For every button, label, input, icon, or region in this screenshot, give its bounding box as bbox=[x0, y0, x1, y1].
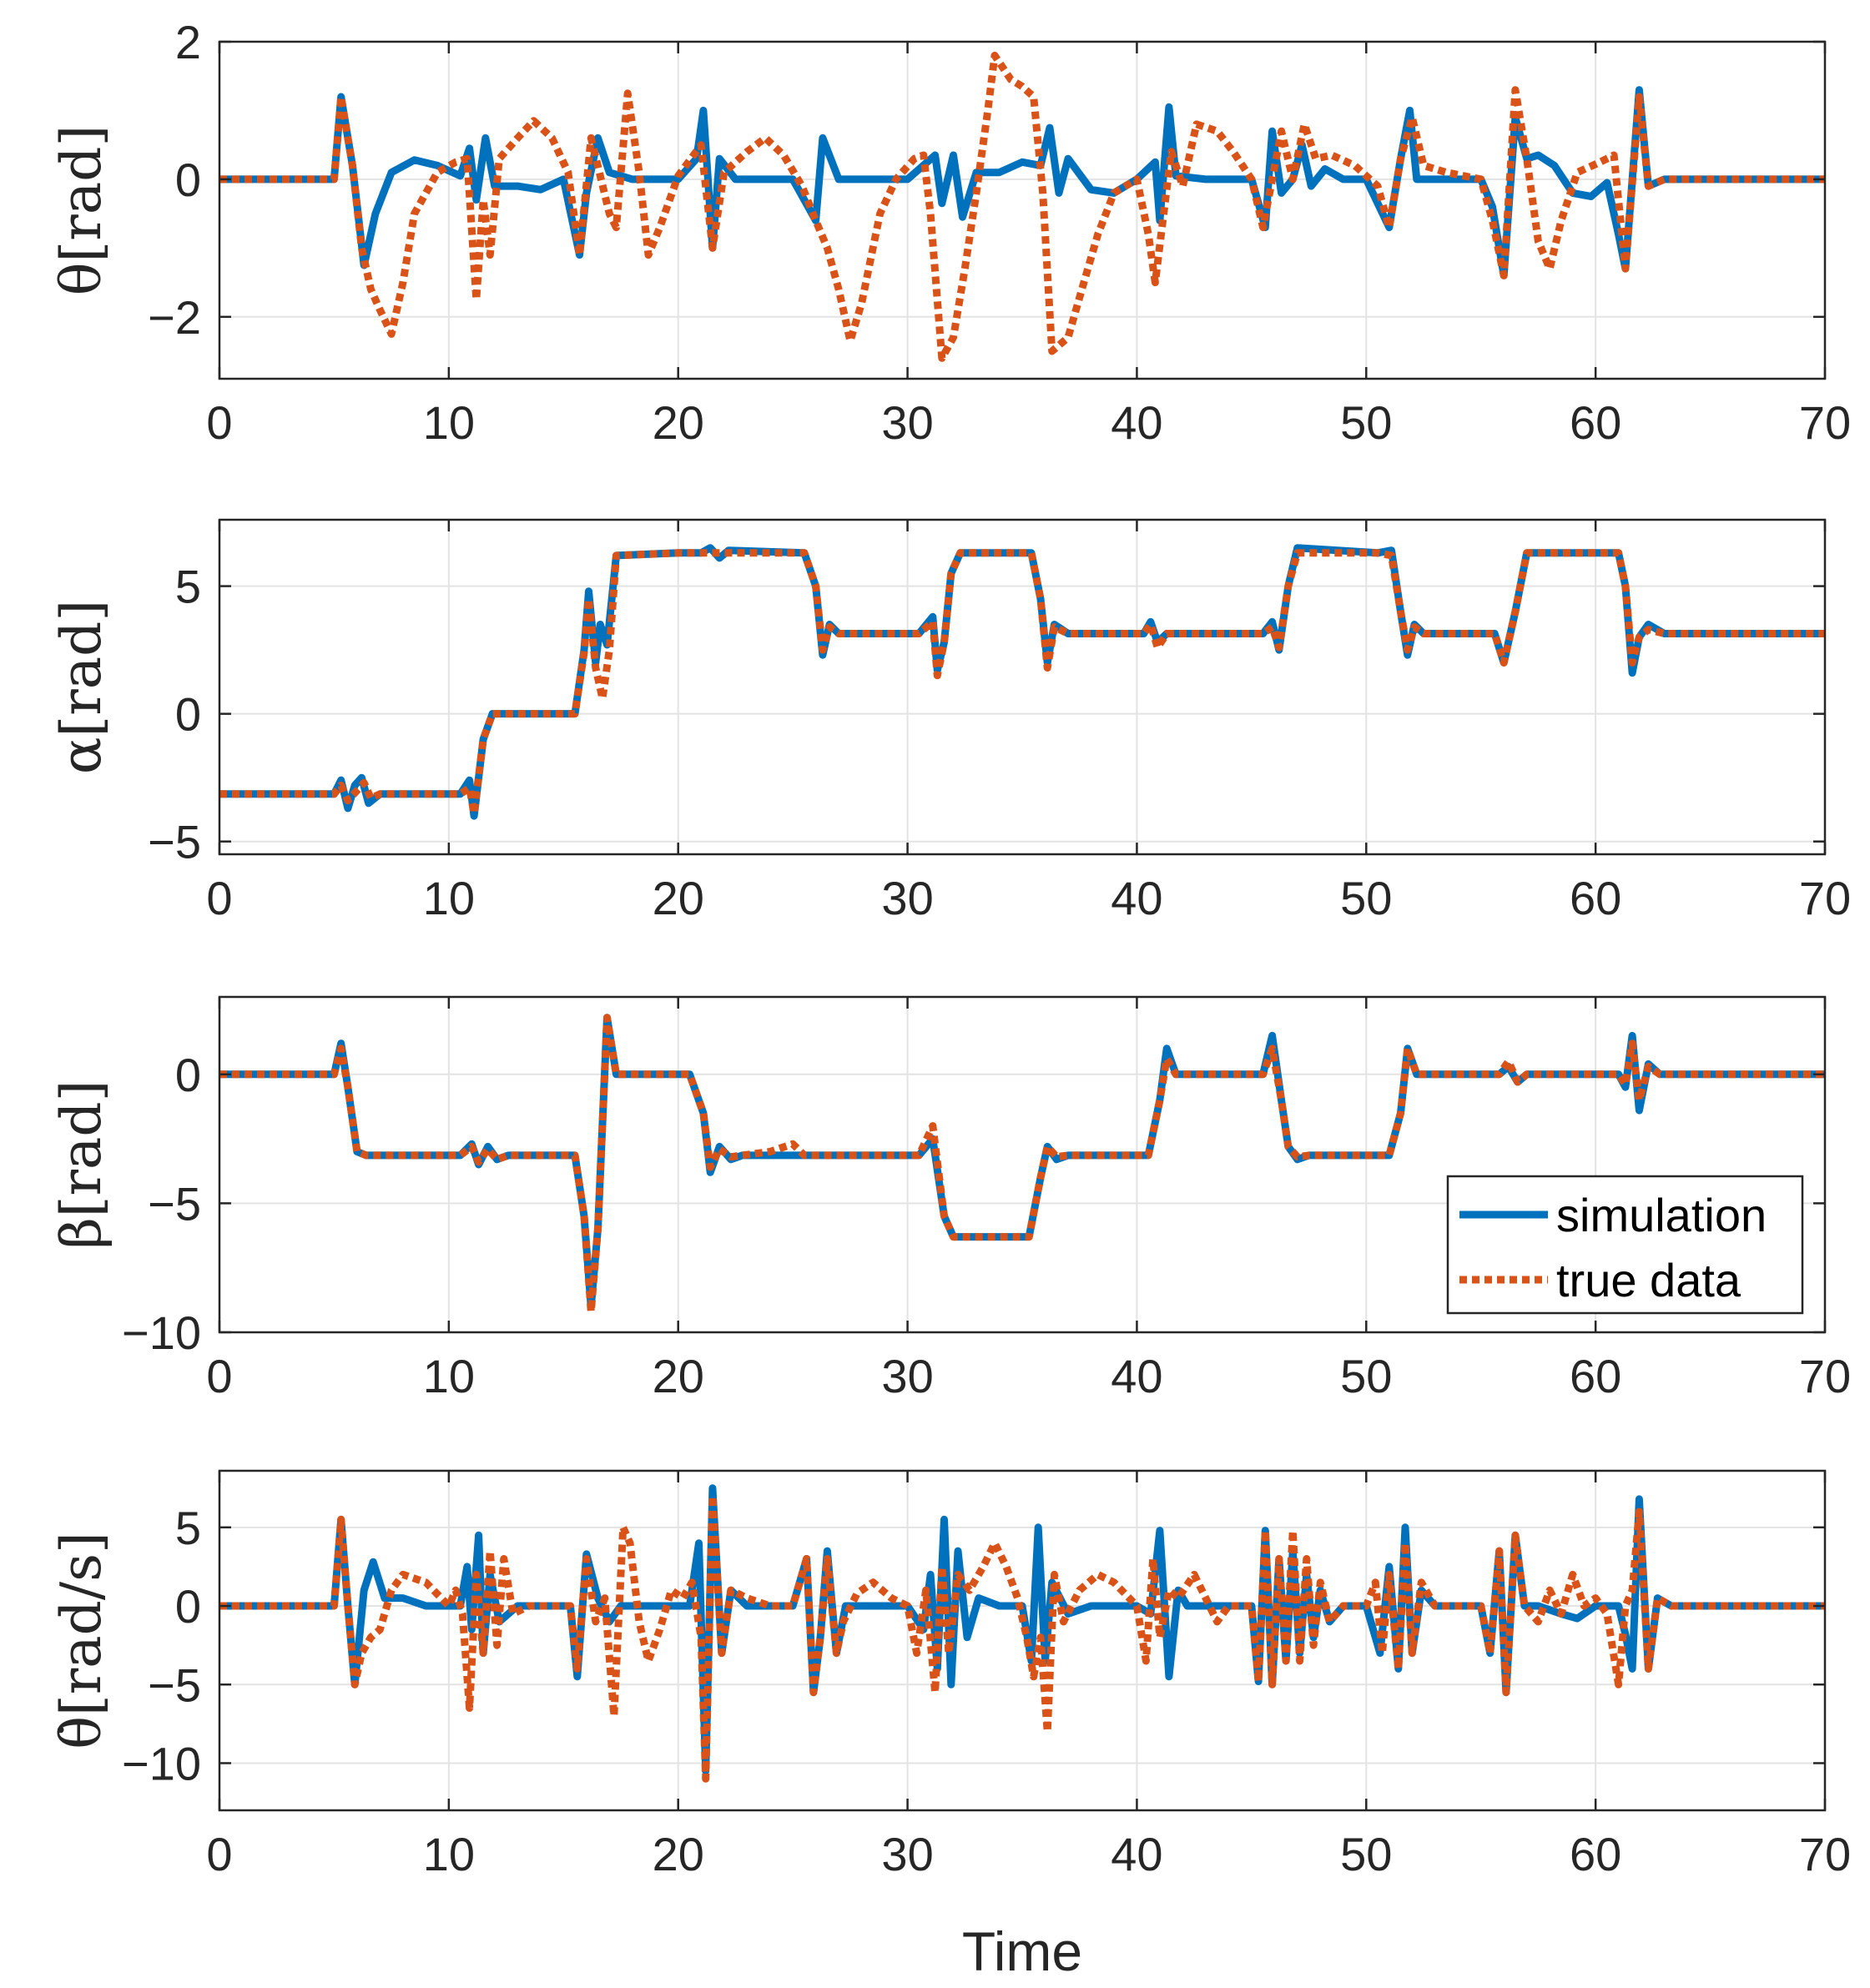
x-tick-label: 0 bbox=[206, 1828, 232, 1880]
x-tick-label: 10 bbox=[423, 396, 475, 449]
plot-area bbox=[219, 520, 1825, 854]
axes-frame bbox=[218, 40, 1827, 380]
series-true-data-line bbox=[219, 52, 1825, 362]
y-tick-label: −10 bbox=[122, 1737, 201, 1789]
x-tick-label: 50 bbox=[1340, 1350, 1392, 1402]
axes-frame bbox=[218, 1469, 1827, 1812]
y-tick-label: 0 bbox=[175, 688, 201, 741]
y-tick-label: 5 bbox=[175, 1502, 201, 1554]
y-tick-label: 0 bbox=[175, 1580, 201, 1633]
x-tick-label: 70 bbox=[1799, 1350, 1851, 1402]
plot-area bbox=[219, 1471, 1825, 1810]
y-axis-label: α[rad] bbox=[49, 600, 113, 774]
y-tick-label: −5 bbox=[148, 1658, 201, 1711]
axes-frame bbox=[218, 995, 1827, 1334]
x-tick-label: 20 bbox=[653, 396, 704, 449]
x-tick-label: 60 bbox=[1570, 1350, 1621, 1402]
x-axis-label: Time bbox=[962, 1920, 1082, 1982]
y-tick-label: −10 bbox=[122, 1306, 201, 1359]
x-tick-label: 10 bbox=[423, 1350, 475, 1402]
y-tick-label: 0 bbox=[175, 1049, 201, 1101]
series-true-data-line bbox=[219, 1014, 1825, 1316]
y-tick-label: 5 bbox=[175, 561, 201, 613]
x-tick-label: 60 bbox=[1570, 872, 1621, 924]
x-tick-label: 50 bbox=[1340, 396, 1392, 449]
series-true-data-line bbox=[219, 549, 1825, 818]
y-axis-label: θ̇[rad/s] bbox=[49, 1532, 113, 1749]
y-tick-label: −5 bbox=[148, 816, 201, 868]
y-tick-label: −5 bbox=[148, 1177, 201, 1230]
x-tick-label: 60 bbox=[1570, 396, 1621, 449]
x-tick-label: 20 bbox=[653, 872, 704, 924]
x-tick-label: 30 bbox=[881, 872, 933, 924]
x-tick-label: 60 bbox=[1570, 1828, 1621, 1880]
x-tick-label: 30 bbox=[881, 1828, 933, 1880]
y-axis-label: θ[rad] bbox=[49, 125, 113, 295]
x-tick-label: 40 bbox=[1111, 1828, 1162, 1880]
legend-label-true-data: true data bbox=[1556, 1254, 1741, 1306]
x-tick-label: 0 bbox=[206, 1350, 232, 1402]
x-tick-label: 40 bbox=[1111, 872, 1162, 924]
y-tick-label: 2 bbox=[175, 16, 201, 68]
x-tick-label: 0 bbox=[206, 872, 232, 924]
x-tick-label: 70 bbox=[1799, 396, 1851, 449]
legend: simulation true data bbox=[1446, 1175, 1804, 1315]
x-tick-label: 10 bbox=[423, 872, 475, 924]
series-true-data-line bbox=[219, 1492, 1825, 1783]
x-tick-label: 40 bbox=[1111, 396, 1162, 449]
x-tick-label: 50 bbox=[1340, 872, 1392, 924]
axes-frame bbox=[218, 518, 1827, 856]
x-tick-label: 20 bbox=[653, 1350, 704, 1402]
y-axis-label: β[rad] bbox=[49, 1080, 113, 1250]
x-tick-label: 70 bbox=[1799, 872, 1851, 924]
x-tick-label: 0 bbox=[206, 396, 232, 449]
plot-area bbox=[219, 42, 1825, 379]
y-tick-label: −2 bbox=[148, 291, 201, 344]
legend-label-simulation: simulation bbox=[1556, 1189, 1767, 1241]
panel-3: 0 10 20 30 40 50 60 70 0 −5 −10 β[rad] bbox=[49, 995, 1851, 1402]
x-tick-label: 10 bbox=[423, 1828, 475, 1880]
x-tick-label: 20 bbox=[653, 1828, 704, 1880]
x-tick-label: 30 bbox=[881, 1350, 933, 1402]
x-tick-label: 40 bbox=[1111, 1350, 1162, 1402]
y-tick-label: 0 bbox=[175, 154, 201, 206]
legend-box bbox=[1446, 1175, 1804, 1315]
x-tick-label: 30 bbox=[881, 396, 933, 449]
x-tick-label: 50 bbox=[1340, 1828, 1392, 1880]
x-tick-label: 70 bbox=[1799, 1828, 1851, 1880]
